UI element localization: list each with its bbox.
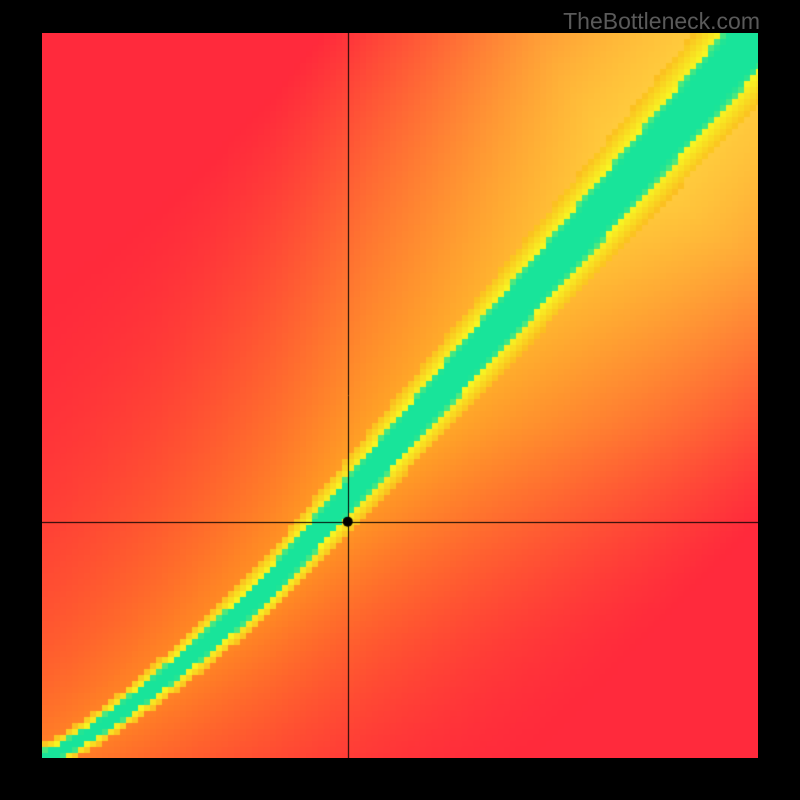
chart-container: TheBottleneck.com	[0, 0, 800, 800]
bottleneck-heatmap	[42, 33, 758, 758]
watermark-text: TheBottleneck.com	[563, 8, 760, 35]
